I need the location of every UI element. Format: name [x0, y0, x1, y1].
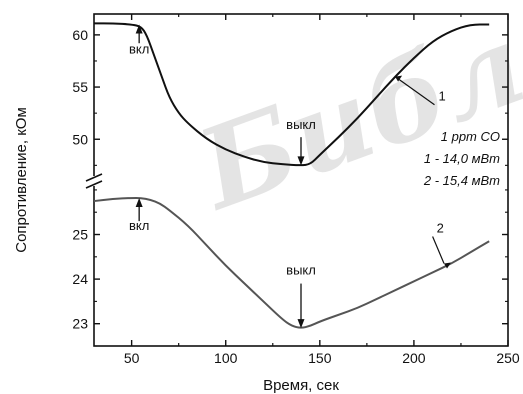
annotation-arrowhead-3	[297, 319, 305, 329]
legend-line-2: 1 - 14,0 мВт	[424, 151, 500, 166]
series-line-1	[93, 22, 490, 167]
axis-ticks: 50 100 150 200 250 50 55 60 23 24 25	[72, 14, 520, 366]
y-tick-label: 55	[72, 79, 88, 95]
y-tick-label: 60	[72, 27, 88, 43]
watermark: Библ	[180, 0, 523, 235]
annotation-arrowhead-1	[297, 156, 305, 166]
x-tick-label: 100	[214, 350, 238, 366]
x-tick-label: 50	[124, 350, 140, 366]
x-axis-label: Время, сек	[263, 377, 339, 394]
annotation-layer: вкл выкл вкл выкл	[129, 24, 316, 329]
x-tick-label: 250	[496, 350, 520, 366]
annotation-arrowhead-0	[135, 24, 143, 34]
y-tick-label: 24	[72, 271, 88, 287]
x-tick-label: 200	[402, 350, 426, 366]
annotation-label-3: выкл	[286, 263, 316, 278]
series-label-arrowhead-1	[395, 75, 403, 82]
annotation-arrowhead-2	[135, 197, 143, 207]
y-axis-label: Сопротивление, кОм	[13, 107, 30, 253]
series-label-arrowhead-2	[444, 262, 452, 269]
annotation-label-1: выкл	[286, 117, 316, 132]
y-tick-label: 50	[72, 131, 88, 147]
series-label-2: 2	[437, 221, 444, 236]
series-label-pointer-2	[432, 236, 445, 264]
y-tick-label: 23	[72, 316, 88, 332]
y-tick-label: 25	[72, 227, 88, 243]
x-tick-label: 150	[308, 350, 332, 366]
axis-break-mark	[85, 173, 104, 189]
legend-line-1: 1 ppm CO	[441, 129, 500, 144]
series-label-pointer-1	[394, 76, 435, 106]
series-label-1: 1	[438, 89, 445, 104]
legend-line-3: 2 - 15,4 мВт	[423, 173, 500, 188]
series-line-2	[93, 196, 490, 329]
legend: 1 ppm CO 1 - 14,0 мВт 2 - 15,4 мВт	[423, 129, 500, 188]
series-layer: 12	[93, 22, 490, 329]
annotation-label-2: вкл	[129, 218, 149, 233]
annotation-label-0: вкл	[129, 42, 149, 57]
